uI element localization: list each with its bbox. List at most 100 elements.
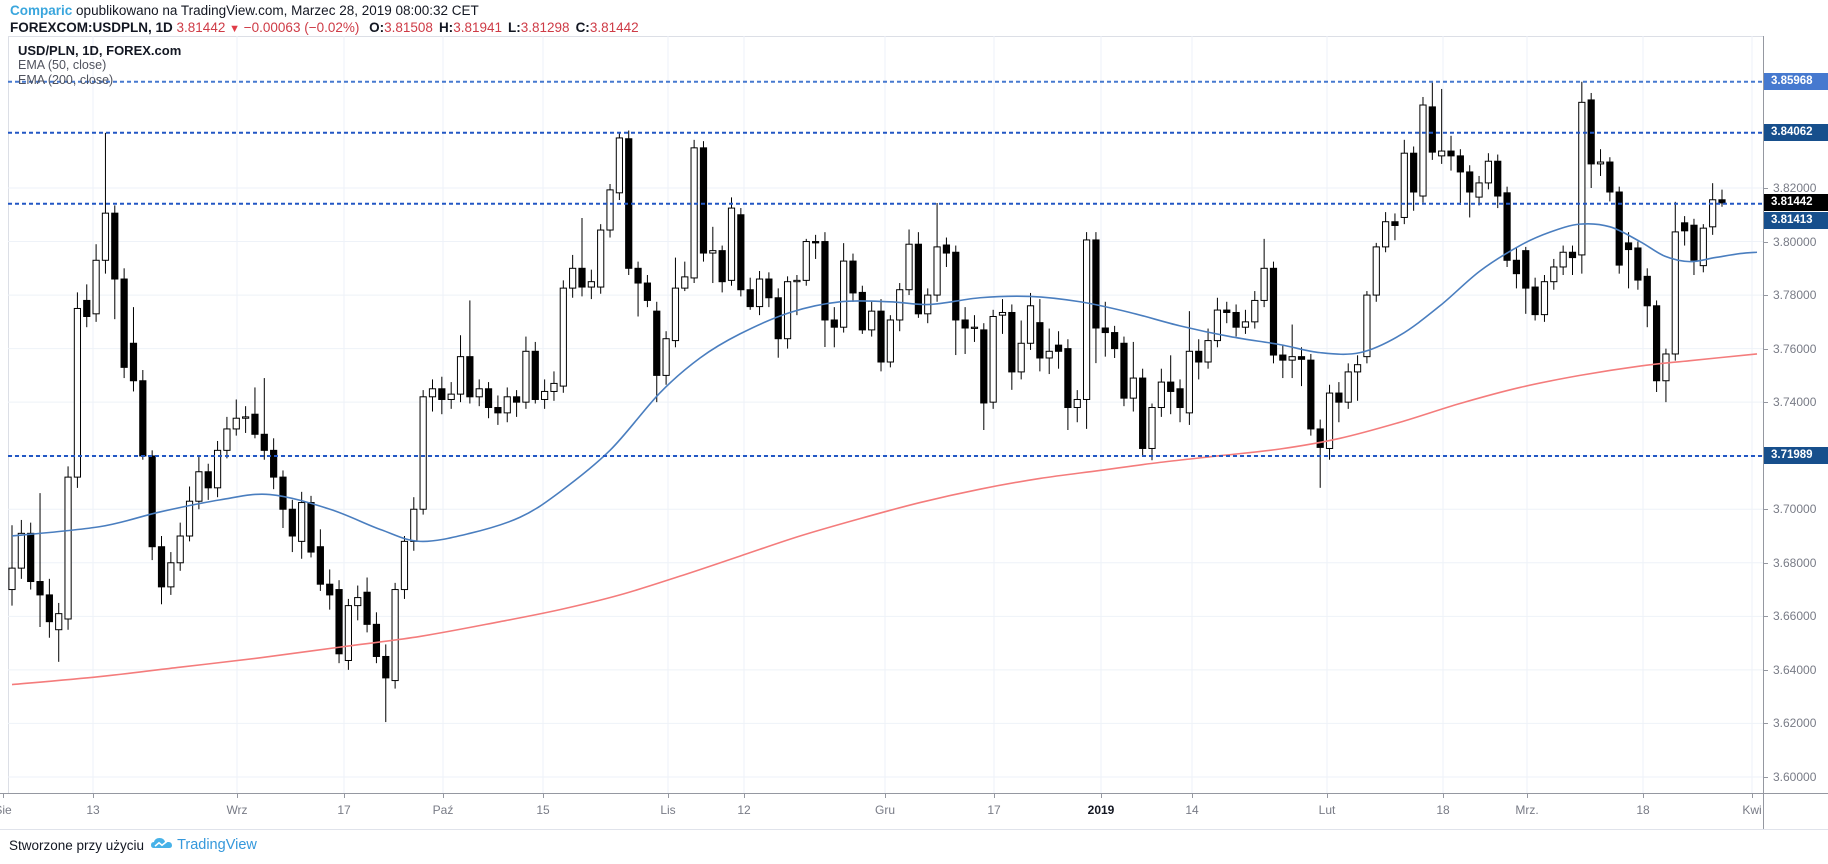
time-axis[interactable]: Sie 13 Wrz 17 Paź 15 Lis 12 Gru 17 2019 14 Lut 18 Mrz.… — [0, 793, 1828, 830]
candle-body — [111, 212, 119, 280]
candle-body — [1531, 286, 1539, 316]
candle-body — [129, 342, 138, 382]
price-axis[interactable]: 3.82000 3.80000 3.78000 3.76000 3.74000 3.700… — [1763, 36, 1828, 793]
candle-body — [1269, 267, 1278, 356]
time-tick-label: Kwi — [1742, 803, 1762, 817]
change-text: −0.00063 (−0.02%) — [243, 20, 360, 35]
candle-body — [410, 508, 418, 542]
time-tick-mark — [1443, 794, 1444, 798]
candle-body — [1494, 160, 1502, 197]
legend-indicator[interactable]: EMA (50, close) — [18, 58, 107, 72]
price-tick-label: 3.82000 — [1773, 181, 1817, 195]
candle-body — [718, 250, 726, 283]
time-tick-mark — [1752, 794, 1753, 798]
candle-body — [167, 562, 175, 588]
price-tick-label: 3.68000 — [1773, 555, 1817, 570]
price-tick-label: 3.74000 — [1773, 395, 1817, 410]
time-tick-mark — [93, 794, 94, 798]
ohlc-value: 3.81941 — [453, 20, 502, 35]
price-tick-label: 3.60000 — [1773, 769, 1817, 784]
candle-body — [1335, 392, 1343, 403]
candle-body — [746, 289, 754, 308]
candle-body — [36, 581, 44, 596]
candle-body — [1484, 160, 1492, 184]
candle-body — [1325, 392, 1334, 449]
candle-body — [8, 567, 16, 591]
candle-body — [120, 278, 128, 368]
candle-body — [615, 137, 623, 194]
candle-body — [1709, 199, 1717, 228]
candle-body — [989, 315, 997, 403]
candle-body — [681, 276, 689, 289]
candle-body — [1456, 155, 1464, 173]
time-tick-mark — [885, 794, 886, 798]
candle-body — [1054, 344, 1063, 352]
time-tick-label: 18 — [1636, 803, 1650, 817]
time-tick-mark — [1643, 794, 1644, 798]
candle-body — [1232, 311, 1240, 328]
chart-legend: USD/PLN, 1D, FOREX.com EMA (50, close) EM… — [18, 43, 181, 88]
candle-body — [727, 207, 736, 281]
candle-body — [382, 655, 390, 679]
time-tick-mark — [744, 794, 745, 798]
candle-body — [1157, 381, 1165, 409]
candle-body — [1316, 428, 1324, 448]
tradingview-link[interactable]: TradingView — [177, 837, 257, 853]
price-tick-mark — [1764, 776, 1768, 778]
candle-body — [1045, 350, 1053, 359]
candle-body — [933, 246, 941, 296]
price-tick-mark — [1764, 188, 1768, 189]
candle-body — [494, 407, 502, 414]
price-tick-mark — [1764, 509, 1768, 511]
candle-body — [1064, 348, 1072, 409]
candle-body — [1082, 239, 1091, 400]
time-tick-mark — [344, 794, 345, 798]
candle-body — [709, 250, 717, 254]
candle-body — [354, 597, 362, 607]
candle-body — [1363, 294, 1371, 358]
candle-body — [326, 583, 334, 596]
price-tick-label: 3.64000 — [1773, 662, 1817, 677]
candle-body — [541, 390, 549, 400]
candlestick-chart[interactable] — [8, 36, 1763, 793]
candle-body — [812, 241, 820, 244]
candle-body — [737, 214, 745, 291]
candle-body — [55, 613, 63, 631]
time-tick-label: Gru — [874, 803, 895, 817]
publisher-link[interactable]: Comparic — [10, 3, 73, 18]
price-tick-label: 3.78000 — [1773, 288, 1817, 303]
candle-body — [1718, 199, 1726, 204]
legend-indicator[interactable]: EMA (200, close) — [18, 73, 114, 87]
candle-body — [1438, 150, 1446, 157]
tradingview-logo-icon[interactable] — [151, 837, 173, 853]
price-tick-mark — [1764, 295, 1768, 297]
candle-body — [1681, 222, 1689, 232]
chart-pane[interactable] — [8, 36, 1764, 794]
candle-body — [307, 502, 315, 553]
publication-header: Comparic opublikowano na TradingView.com… — [10, 2, 639, 38]
candle-body — [1167, 381, 1175, 392]
candle-body — [101, 212, 110, 261]
candle-body — [83, 299, 91, 317]
candle-body — [1288, 356, 1296, 361]
price-tick-mark — [1764, 402, 1768, 404]
price-tick-label: 3.66000 — [1773, 609, 1817, 624]
candle-body — [606, 189, 614, 231]
ohlc-value: 3.81508 — [384, 20, 433, 35]
candle-body — [466, 356, 474, 398]
candle-body — [503, 396, 511, 414]
candle-body — [905, 243, 913, 291]
candle-body — [1382, 221, 1390, 248]
ohlc-value: 3.81298 — [520, 20, 570, 35]
candle-body — [1400, 152, 1408, 218]
candle-body — [1606, 161, 1614, 193]
legend-symbol[interactable]: USD/PLN, 1D, FOREX.com — [18, 43, 182, 58]
candle-body — [260, 433, 268, 451]
candle-body — [1120, 342, 1128, 399]
candle-body — [569, 267, 577, 289]
candle-body — [1353, 364, 1362, 373]
symbol-title[interactable]: FOREXCOM:USDPLN, 1D — [10, 20, 173, 35]
candle-body — [1568, 251, 1577, 259]
candle-body — [886, 319, 894, 363]
candle-body — [559, 287, 567, 387]
